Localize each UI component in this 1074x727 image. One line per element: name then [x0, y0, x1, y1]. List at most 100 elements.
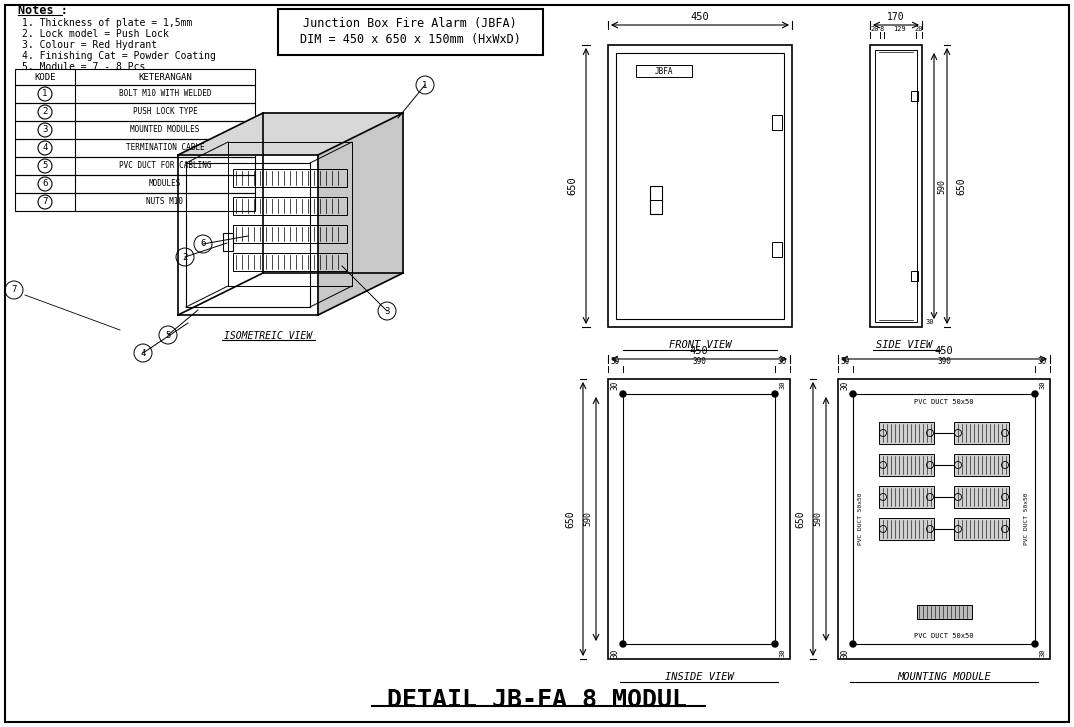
Text: 590: 590: [583, 512, 593, 526]
Text: TERMINATION CABLE: TERMINATION CABLE: [126, 143, 204, 153]
Text: 6: 6: [201, 239, 206, 249]
Bar: [650, 186, 662, 214]
Text: Notes :: Notes :: [18, 4, 68, 17]
Polygon shape: [318, 113, 403, 315]
Bar: [15, 103, 255, 121]
Circle shape: [1032, 641, 1037, 647]
Bar: [954, 518, 1008, 540]
Text: MOUNTING MODULE: MOUNTING MODULE: [897, 672, 991, 682]
Text: 650: 650: [956, 177, 966, 195]
Text: Junction Box Fire Alarm (JBFA): Junction Box Fire Alarm (JBFA): [303, 17, 517, 31]
Text: SIDE VIEW: SIDE VIEW: [876, 340, 932, 350]
Bar: [15, 85, 255, 103]
Text: 30: 30: [841, 358, 851, 366]
Circle shape: [1032, 391, 1037, 397]
Text: 5: 5: [42, 161, 47, 171]
Bar: [879, 422, 934, 444]
Circle shape: [620, 641, 626, 647]
Text: 650: 650: [795, 510, 806, 528]
Text: 30: 30: [611, 380, 620, 390]
Bar: [278, 9, 543, 55]
Text: 129: 129: [894, 26, 906, 32]
Bar: [911, 271, 918, 281]
Bar: [879, 518, 934, 540]
Text: PVC DUCT 50x50: PVC DUCT 50x50: [914, 633, 974, 639]
Bar: [911, 91, 918, 101]
Text: 4: 4: [42, 143, 47, 153]
Circle shape: [772, 391, 778, 397]
Text: KODE: KODE: [34, 73, 56, 81]
Bar: [954, 486, 1008, 508]
Bar: [870, 45, 921, 327]
Text: 5: 5: [165, 331, 171, 340]
Circle shape: [850, 641, 856, 647]
Bar: [233, 253, 347, 271]
Text: ISOMETREIC VIEW: ISOMETREIC VIEW: [224, 331, 313, 341]
Text: 30: 30: [1037, 358, 1047, 366]
Text: 5. Module = 7 - 8 Pcs: 5. Module = 7 - 8 Pcs: [21, 62, 145, 72]
Bar: [772, 241, 782, 257]
Bar: [879, 486, 934, 508]
Text: JBFA: JBFA: [655, 66, 673, 76]
Text: 450: 450: [691, 12, 709, 22]
Text: KETERANGAN: KETERANGAN: [139, 73, 192, 81]
Text: 1: 1: [422, 81, 427, 89]
Bar: [608, 45, 792, 327]
Text: 30: 30: [1040, 648, 1045, 657]
Text: BOLT M10 WITH WELDED: BOLT M10 WITH WELDED: [119, 89, 212, 98]
Text: 1: 1: [42, 89, 47, 98]
Text: 3. Colour = Red Hydrant: 3. Colour = Red Hydrant: [21, 40, 157, 50]
Text: 3: 3: [384, 307, 390, 316]
Bar: [15, 139, 255, 157]
Bar: [233, 225, 347, 243]
Text: PVC DUCT 50x50: PVC DUCT 50x50: [1025, 493, 1030, 545]
Text: 2: 2: [183, 252, 188, 262]
Text: MODULES: MODULES: [149, 180, 182, 188]
Bar: [772, 115, 782, 129]
Text: 30: 30: [778, 358, 787, 366]
Bar: [636, 65, 692, 77]
Text: 30: 30: [780, 381, 785, 389]
Bar: [616, 53, 784, 319]
Text: 2. Lock model = Push Lock: 2. Lock model = Push Lock: [21, 29, 169, 39]
Bar: [15, 175, 255, 193]
Bar: [954, 422, 1008, 444]
Bar: [608, 379, 790, 659]
Bar: [954, 454, 1008, 476]
Bar: [233, 169, 347, 187]
Text: 7: 7: [12, 286, 17, 294]
Text: 30: 30: [841, 648, 850, 658]
Bar: [15, 193, 255, 211]
Text: PVC DUCT 50x50: PVC DUCT 50x50: [858, 493, 863, 545]
Bar: [15, 157, 255, 175]
Text: 390: 390: [692, 358, 706, 366]
Bar: [916, 605, 972, 619]
Text: PVC DUCT FOR CABLING: PVC DUCT FOR CABLING: [119, 161, 212, 171]
Text: 30: 30: [926, 319, 934, 325]
Text: DIM = 450 x 650 x 150mm (HxWxD): DIM = 450 x 650 x 150mm (HxWxD): [300, 33, 521, 47]
Text: DETAIL JB-FA 8 MODUL: DETAIL JB-FA 8 MODUL: [387, 688, 687, 712]
Bar: [623, 394, 775, 644]
Text: 650: 650: [567, 177, 577, 196]
Text: 30: 30: [780, 648, 785, 657]
Text: 7: 7: [42, 198, 47, 206]
Text: NUTS M10: NUTS M10: [146, 198, 184, 206]
Bar: [15, 69, 255, 85]
Text: INSIDE VIEW: INSIDE VIEW: [665, 672, 734, 682]
Bar: [233, 197, 347, 215]
Polygon shape: [178, 113, 403, 155]
Text: 1. Thickness of plate = 1,5mm: 1. Thickness of plate = 1,5mm: [21, 18, 192, 28]
Bar: [223, 233, 233, 251]
Text: PVC DUCT 50x50: PVC DUCT 50x50: [914, 399, 974, 405]
Text: FRONT VIEW: FRONT VIEW: [669, 340, 731, 350]
Text: 30: 30: [1040, 381, 1045, 389]
Text: 450: 450: [934, 346, 954, 356]
Text: 450: 450: [690, 346, 709, 356]
Text: 8: 8: [880, 26, 884, 32]
Text: 590: 590: [938, 179, 946, 193]
Bar: [15, 121, 255, 139]
Text: 390: 390: [937, 358, 950, 366]
Text: 4. Finishing Cat = Powder Coating: 4. Finishing Cat = Powder Coating: [21, 51, 216, 61]
Text: 590: 590: [813, 512, 823, 526]
Text: 3: 3: [42, 126, 47, 134]
